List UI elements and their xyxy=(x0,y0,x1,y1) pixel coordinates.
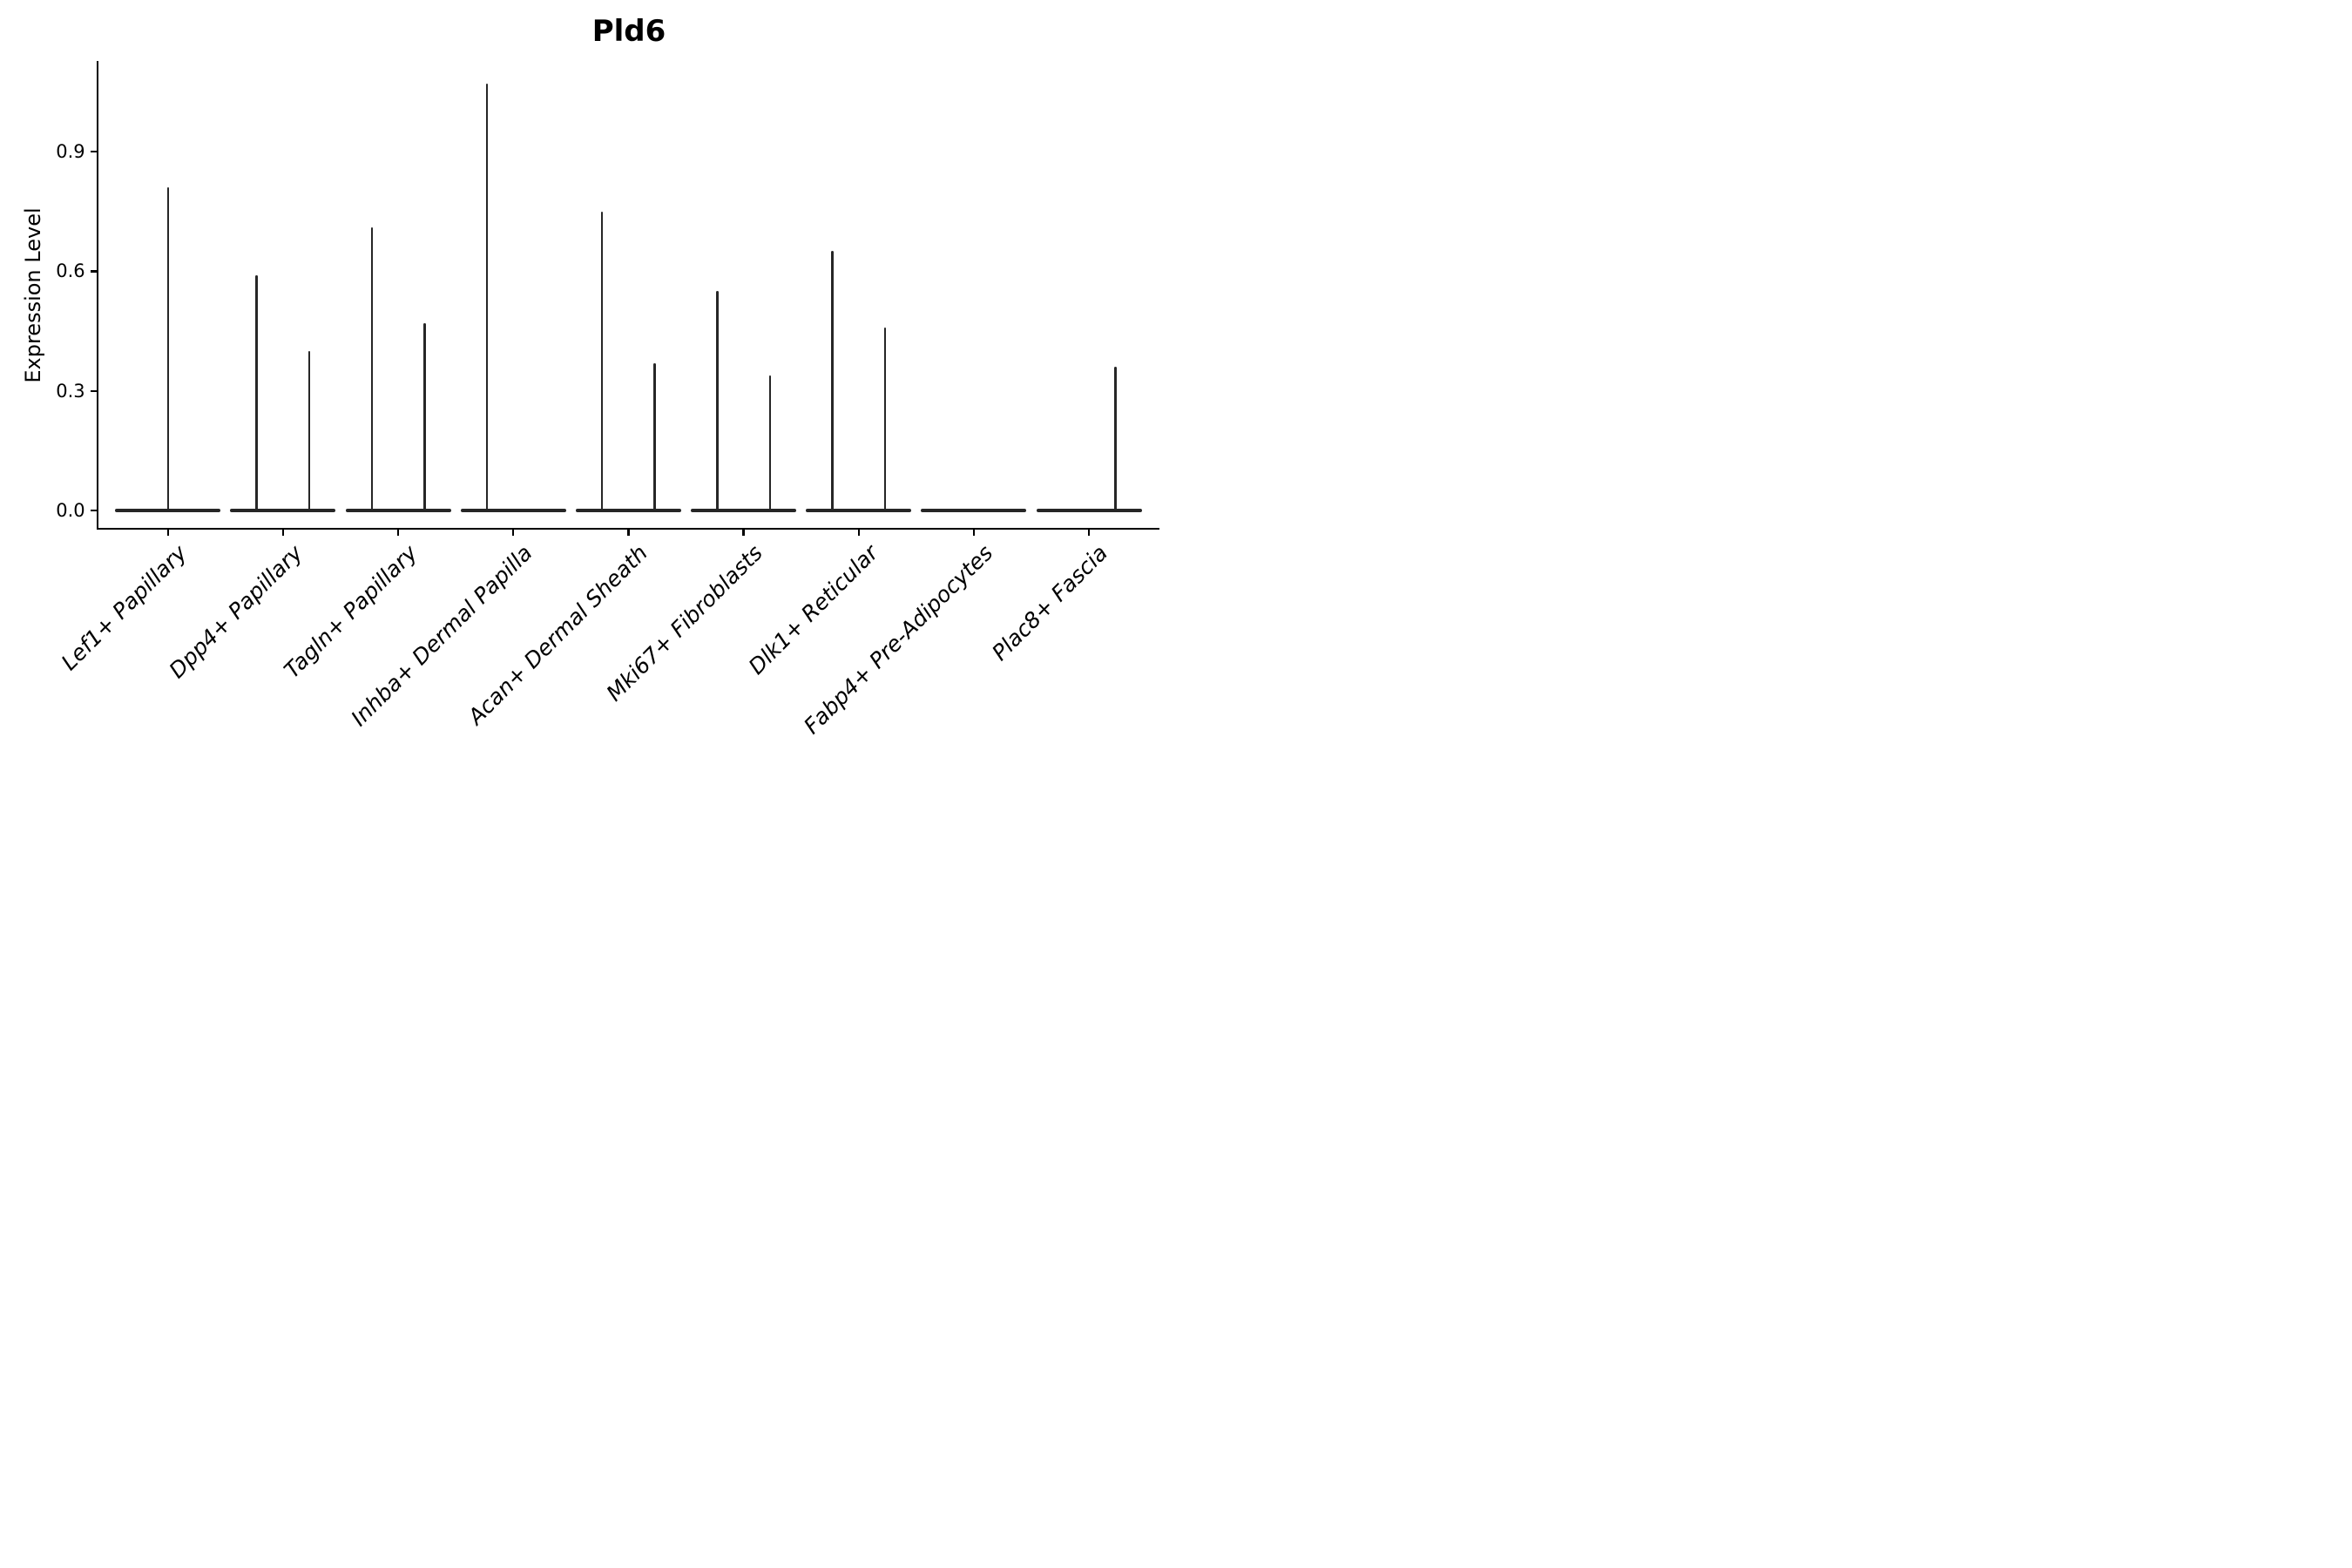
x-tick-mark xyxy=(396,530,400,537)
violin-spike xyxy=(255,274,258,513)
violin-spike xyxy=(600,211,604,513)
x-axis-line xyxy=(96,527,1159,531)
violin-spike xyxy=(1113,367,1117,513)
violin-spike xyxy=(716,291,719,513)
violin-spike xyxy=(653,362,656,513)
y-tick-mark xyxy=(90,150,97,153)
violin-spike xyxy=(308,351,311,513)
y-tick-label: 0.9 xyxy=(56,140,85,162)
x-tick-mark xyxy=(857,530,860,537)
violin-baseline xyxy=(575,509,681,513)
violin-baseline xyxy=(691,509,797,513)
violin-baseline xyxy=(230,509,336,513)
y-tick-mark xyxy=(90,389,97,393)
violin-spike xyxy=(370,226,374,513)
x-tick-label: Lef1+ Papillary xyxy=(57,540,193,676)
violin-baseline xyxy=(460,509,566,513)
x-tick-mark xyxy=(627,530,630,537)
violin-spike xyxy=(831,251,834,513)
x-tick-mark xyxy=(512,530,515,537)
violin-spike xyxy=(423,322,426,513)
violin-baseline xyxy=(806,509,912,513)
violin-spike xyxy=(883,327,887,513)
x-tick-label: Fabp4+ Pre-Adipocytes xyxy=(799,540,998,740)
violin-chart: Pld6 Expression Level 0.0 0.3 0.6 0.9 Lef1+ … xyxy=(0,0,1176,784)
violin-baseline xyxy=(345,509,451,513)
violin-spike xyxy=(166,187,170,513)
violin-spike xyxy=(768,375,772,513)
violin-spike xyxy=(485,84,489,513)
y-tick-label: 0.3 xyxy=(56,380,85,402)
y-tick-mark xyxy=(90,510,97,512)
x-tick-mark xyxy=(972,530,976,537)
chart-title: Pld6 xyxy=(591,14,666,49)
y-axis-label: Expression Level xyxy=(21,207,45,383)
y-tick-label: 0.0 xyxy=(56,500,85,522)
violin-baseline xyxy=(1036,509,1142,513)
x-tick-mark xyxy=(166,530,169,537)
violin-baseline xyxy=(921,509,1027,513)
x-tick-label: Plac8+ Fascia xyxy=(987,540,1113,666)
x-tick-mark xyxy=(1087,530,1091,537)
x-tick-mark xyxy=(281,530,285,537)
y-tick-label: 0.6 xyxy=(56,260,85,282)
y-axis-line xyxy=(96,61,98,531)
x-tick-mark xyxy=(742,530,745,537)
y-tick-mark xyxy=(90,270,97,273)
